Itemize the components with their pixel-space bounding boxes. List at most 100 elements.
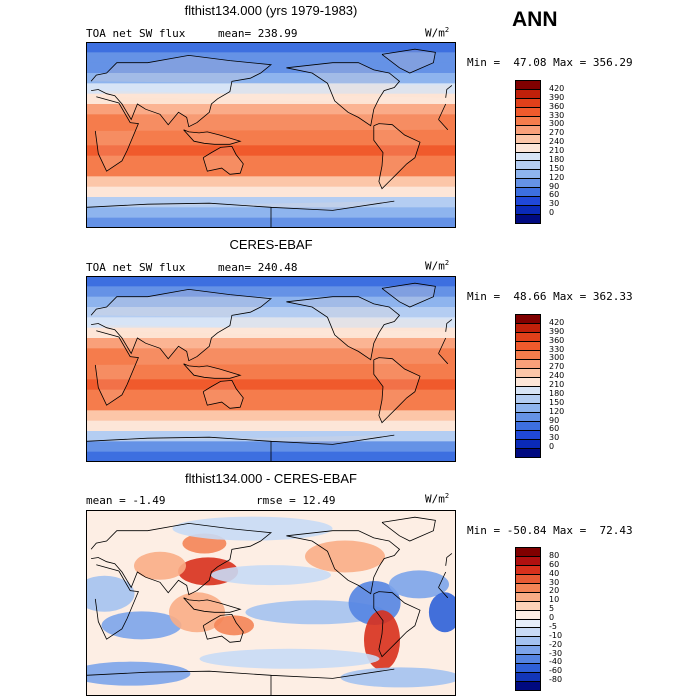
colorbar-swatch — [516, 619, 540, 629]
coastline — [90, 54, 453, 128]
colorbar-swatch — [516, 368, 540, 378]
map-band — [86, 317, 456, 329]
map-band — [86, 62, 456, 74]
map-band — [86, 276, 456, 287]
panel1-mean-label: mean= 238.99 — [218, 27, 298, 40]
colorbar-tick-label: 180 — [549, 154, 565, 164]
colorbar-tick-label: 30 — [549, 199, 560, 209]
colorbar-tick-label: 60 — [549, 424, 560, 434]
colorbar-swatch — [516, 431, 540, 441]
coastline — [286, 296, 401, 361]
colorbar-tick-label: 60 — [549, 190, 560, 200]
colorbar-swatch — [516, 673, 540, 683]
coastline — [86, 668, 395, 696]
colorbar-tick-label: 120 — [549, 172, 565, 182]
map-band — [86, 145, 456, 157]
panel2-field-label: TOA net SW flux — [86, 261, 186, 274]
anomaly-patch — [211, 565, 331, 586]
colorbar-swatch — [516, 628, 540, 638]
map-band — [86, 135, 456, 146]
map-band — [86, 369, 456, 380]
land-shade — [86, 201, 395, 228]
map-band — [86, 73, 456, 84]
colorbar-swatch — [516, 655, 540, 665]
colorbar-swatch — [516, 116, 540, 126]
colorbar-swatch — [516, 161, 540, 171]
colorbar-swatch — [516, 592, 540, 602]
coastline — [202, 379, 244, 409]
map-band — [86, 348, 456, 360]
coastline — [373, 357, 421, 424]
anomaly-patch — [305, 540, 385, 573]
land-shade — [183, 363, 241, 379]
land-shade — [203, 380, 244, 409]
colorbar-tick-label: -60 — [549, 666, 563, 676]
colorbar-swatch — [516, 422, 540, 432]
panel3-map — [86, 510, 456, 696]
colorbar-tick-label: 300 — [549, 119, 565, 129]
coastline — [202, 145, 244, 175]
colorbar-swatch — [516, 197, 540, 207]
colorbar-swatch — [516, 350, 540, 360]
map-band — [86, 114, 456, 126]
colorbar-tick-label: 150 — [549, 397, 565, 407]
land-shade — [203, 146, 244, 175]
map-band — [86, 379, 456, 391]
colorbar-tick-label: 0 — [549, 613, 555, 622]
panel1-minmax: Min = 47.08 Max = 356.29 — [467, 56, 633, 69]
colorbar-swatch — [516, 179, 540, 189]
colorbar-tick-label: 60 — [549, 559, 560, 569]
map-band — [86, 410, 456, 422]
colorbar-swatch — [516, 610, 540, 620]
map-band — [86, 389, 456, 401]
land-shade — [91, 289, 452, 361]
colorbar-tick-label: -40 — [549, 657, 563, 667]
colorbar-tick-label: 390 — [549, 326, 565, 336]
coastline — [183, 129, 242, 145]
colorbar-swatch — [516, 359, 540, 369]
anomaly-patch — [340, 667, 456, 688]
colorbar-swatch — [516, 682, 540, 690]
colorbar-swatch — [516, 170, 540, 180]
map-band — [86, 358, 456, 370]
panel1-colorbar — [515, 80, 541, 224]
colorbar-tick-label: 270 — [549, 128, 565, 138]
colorbar-tick-label: 0 — [549, 442, 555, 452]
colorbar-tick-label: -30 — [549, 648, 563, 658]
colorbar-tick-label: 90 — [549, 181, 560, 191]
panel1-title: flthist134.000 (yrs 1979-1983) — [184, 3, 358, 18]
colorbar-tick-label: 150 — [549, 163, 565, 173]
map-band — [86, 197, 456, 208]
panel3-colorbar — [515, 547, 541, 691]
coastline — [373, 123, 421, 190]
colorbar-swatch — [516, 206, 540, 216]
map-band — [86, 166, 456, 177]
coastline — [286, 62, 401, 127]
coastline — [183, 597, 242, 613]
colorbar-swatch — [516, 404, 540, 414]
colorbar-tick-label: 210 — [549, 146, 565, 155]
colorbar-swatch — [516, 440, 540, 450]
coastline — [373, 591, 421, 658]
map-band — [86, 155, 456, 167]
anomaly-patch — [214, 615, 254, 636]
coastline — [94, 96, 449, 172]
colorbar-swatch — [516, 548, 540, 557]
anomaly-patch — [86, 575, 135, 612]
panel3-minmax: Min = -50.84 Max = 72.43 — [467, 524, 633, 537]
colorbar-swatch — [516, 134, 540, 144]
colorbar-swatch — [516, 565, 540, 575]
map-band — [86, 338, 456, 349]
panel3-rmse-label: rmse = 12.49 — [256, 494, 336, 507]
land-shade — [373, 123, 420, 189]
panel3-title: flthist134.000 - CERES-EBAF — [185, 471, 357, 486]
colorbar-tick-label: 240 — [549, 371, 565, 381]
colorbar-swatch — [516, 89, 540, 99]
colorbar-tick-label: 270 — [549, 362, 565, 372]
colorbar-tick-label: 330 — [549, 110, 565, 120]
colorbar-swatch — [516, 386, 540, 396]
colorbar-swatch — [516, 188, 540, 198]
land-shade — [286, 296, 400, 360]
coastline — [86, 200, 395, 228]
coastline — [183, 363, 242, 379]
